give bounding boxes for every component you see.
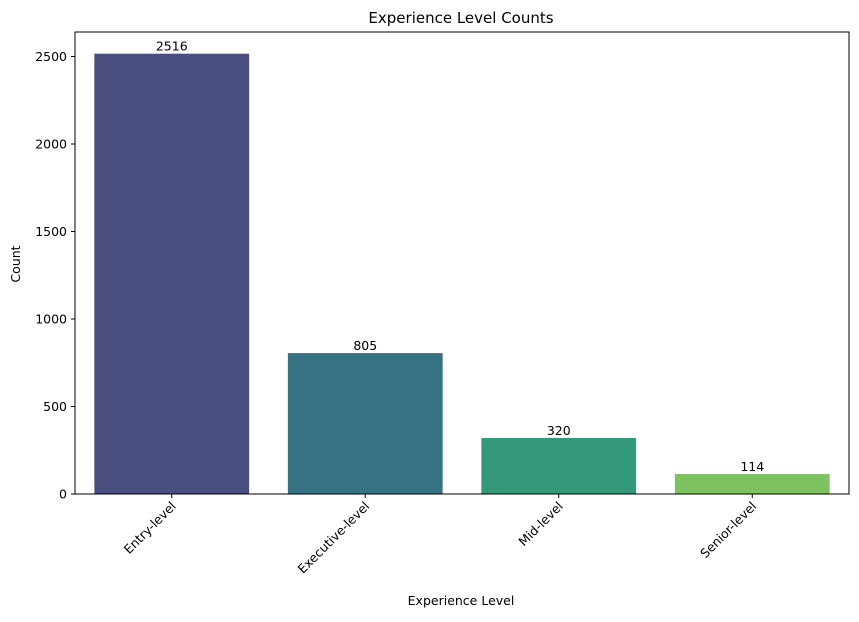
- bar-mid-level: [481, 438, 637, 494]
- data-labels-layer: 2516 805 320 114: [156, 39, 764, 474]
- y-tick-label: 2000: [35, 137, 67, 152]
- chart-title: Experience Level Counts: [368, 9, 553, 27]
- data-label-senior-level: 114: [740, 459, 764, 474]
- y-tick-label: 0: [59, 487, 67, 502]
- y-tick-label: 1500: [35, 224, 67, 239]
- bar-executive-level: [287, 353, 443, 494]
- x-axis-label: Experience Level: [408, 593, 515, 608]
- y-axis: 0 500 1000 1500 2000 2500: [35, 49, 75, 502]
- bar-entry-level: [94, 53, 250, 494]
- x-tick-label-senior-level: Senior-level: [697, 499, 759, 561]
- plot-frame: [74, 31, 850, 495]
- bar-senior-level: [674, 474, 830, 494]
- data-label-executive-level: 805: [353, 338, 377, 353]
- x-tick-label-executive-level: Executive-level: [295, 499, 373, 577]
- x-axis: Entry-level Executive-level Mid-level Senio…: [121, 494, 759, 577]
- x-tick-label-mid-level: Mid-level: [515, 499, 566, 550]
- bars-layer: [94, 53, 830, 494]
- y-axis-label: Count: [8, 245, 23, 282]
- y-tick-label: 500: [43, 399, 67, 414]
- y-tick-label: 1000: [35, 312, 67, 327]
- y-tick-label: 2500: [35, 49, 67, 64]
- data-label-mid-level: 320: [547, 423, 571, 438]
- x-tick-label-entry-level: Entry-level: [121, 499, 179, 557]
- data-label-entry-level: 2516: [156, 39, 188, 54]
